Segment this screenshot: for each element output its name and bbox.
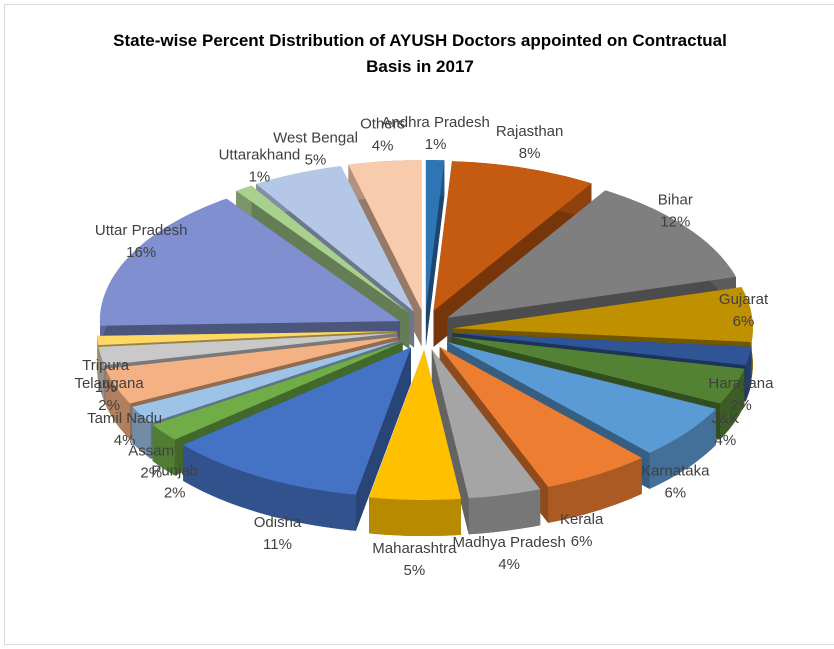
slice bbox=[425, 160, 445, 346]
slice-value-label: 11% bbox=[263, 536, 292, 553]
slice-label: Tripura bbox=[82, 357, 130, 374]
slice-side bbox=[468, 489, 541, 535]
slice-side bbox=[720, 368, 745, 440]
slice-value-label: 1% bbox=[95, 379, 117, 396]
slice-top bbox=[431, 349, 541, 499]
slice-top bbox=[439, 347, 642, 487]
slice-top bbox=[348, 160, 422, 311]
slice-value-label: 1% bbox=[249, 168, 271, 185]
slice-label: Uttarakhand bbox=[219, 146, 301, 163]
slice-label: Assam bbox=[128, 443, 174, 460]
slice-value-label: 5% bbox=[404, 562, 426, 579]
slice-top bbox=[97, 331, 398, 346]
slice-side bbox=[152, 424, 175, 476]
slice-top bbox=[433, 161, 592, 311]
slice-label: Karnataka bbox=[641, 463, 710, 480]
slice-label: Uttar Pradesh bbox=[95, 222, 188, 239]
slice-label: West Bengal bbox=[273, 129, 358, 146]
slice-top bbox=[369, 350, 461, 500]
slice-value-label: 12% bbox=[660, 213, 690, 230]
slice-value-label: 6% bbox=[571, 533, 593, 550]
chart-title: State-wise Percent Distribution of AYUSH… bbox=[113, 31, 727, 76]
slice-top bbox=[105, 336, 399, 404]
slice-side bbox=[105, 368, 130, 440]
slice-side bbox=[132, 406, 151, 459]
slice-label: Maharashtra bbox=[372, 540, 457, 557]
slice-top bbox=[447, 190, 736, 318]
slice-label: Others bbox=[360, 115, 405, 132]
slice bbox=[431, 349, 541, 535]
slice-top bbox=[447, 342, 716, 453]
slice-value-label: 6% bbox=[733, 313, 755, 330]
slice-label: J&K bbox=[712, 410, 740, 427]
slice-side bbox=[97, 335, 99, 382]
slice-wall bbox=[431, 349, 469, 535]
slice-top bbox=[451, 336, 745, 404]
slice-value-label: 2% bbox=[98, 397, 120, 414]
slice-label: Andhra Pradesh bbox=[381, 114, 489, 131]
slice-label: Tamil Nadu bbox=[87, 410, 162, 427]
slice-top bbox=[132, 340, 401, 423]
slice-value-label: 4% bbox=[498, 556, 520, 573]
slice-top bbox=[452, 333, 752, 366]
slice-label: Rajasthan bbox=[496, 123, 564, 140]
slice-side bbox=[183, 444, 356, 531]
slice bbox=[183, 347, 411, 531]
slice-label: Kerala bbox=[560, 511, 604, 528]
slice-value-label: 4% bbox=[114, 432, 136, 449]
slice bbox=[369, 350, 461, 536]
slice-top bbox=[183, 347, 411, 495]
slice-top bbox=[99, 198, 400, 326]
slice-label: Gujarat bbox=[719, 291, 769, 308]
slice-label: Telangana bbox=[74, 375, 144, 392]
slice-side bbox=[649, 408, 716, 489]
slice-label: Bihar bbox=[658, 191, 693, 208]
slice-side bbox=[369, 497, 461, 536]
slice-side bbox=[745, 346, 752, 402]
slice-value-label: 4% bbox=[372, 137, 394, 154]
slice-value-label: 8% bbox=[519, 145, 541, 162]
slice-top bbox=[236, 185, 410, 314]
slice-top bbox=[452, 287, 753, 342]
chart-border bbox=[4, 4, 834, 645]
slice-wall bbox=[355, 347, 411, 531]
slice-value-label: 2% bbox=[140, 465, 162, 482]
slice-label: Punjab bbox=[151, 463, 198, 480]
slice-label: Madhya Pradesh bbox=[452, 534, 565, 551]
slice-label: Odisha bbox=[254, 514, 302, 531]
slice-value-label: 4% bbox=[715, 432, 737, 449]
slice-side bbox=[98, 346, 105, 402]
slice-top bbox=[256, 166, 415, 312]
slice-side bbox=[548, 457, 642, 523]
slice-value-label: 2% bbox=[730, 397, 752, 414]
slice-top bbox=[98, 333, 398, 366]
slice-value-label: 6% bbox=[664, 485, 686, 502]
slice-value-label: 2% bbox=[164, 485, 186, 502]
slice-wall bbox=[425, 160, 445, 346]
slice-wall bbox=[152, 342, 403, 461]
slice-top bbox=[152, 342, 403, 440]
slice-top bbox=[425, 160, 445, 310]
slice-label: Harayana bbox=[708, 375, 774, 392]
slice-value-label: 1% bbox=[425, 136, 447, 153]
slice-value-label: 16% bbox=[126, 244, 156, 261]
slice-value-label: 5% bbox=[305, 151, 327, 168]
